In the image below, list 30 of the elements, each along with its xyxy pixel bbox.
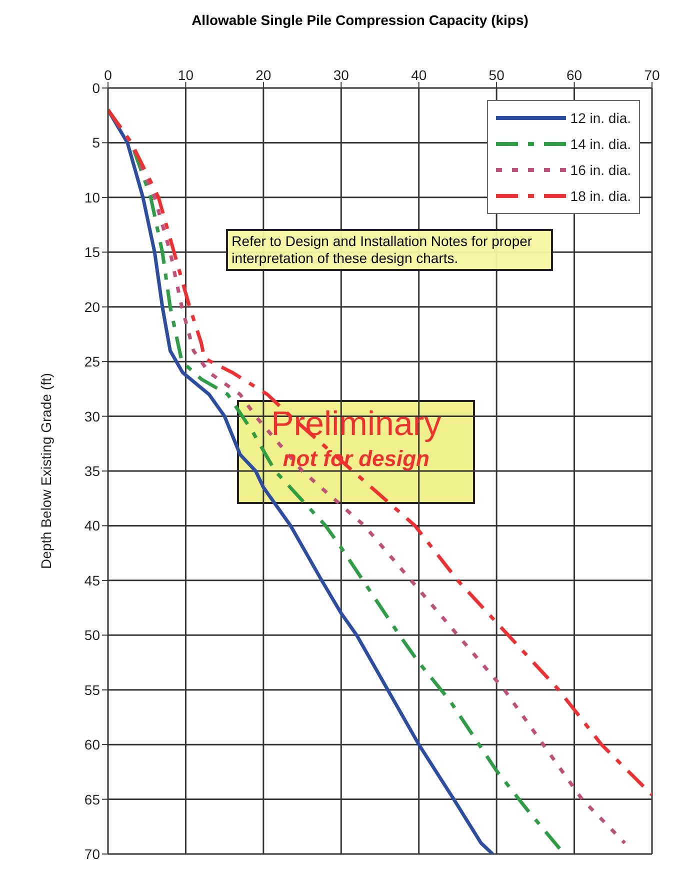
legend-label: 18 in. dia. bbox=[570, 188, 631, 204]
y-tick-label: 40 bbox=[84, 518, 100, 534]
y-tick-label: 60 bbox=[84, 736, 100, 753]
y-tick-label: 45 bbox=[84, 572, 100, 588]
legend-label: 12 in. dia. bbox=[570, 110, 631, 126]
y-tick-label: 30 bbox=[84, 408, 100, 424]
x-tick-label: 10 bbox=[178, 67, 194, 83]
y-axis-title: Depth Below Existing Grade (ft) bbox=[38, 372, 54, 570]
y-tick-label: 25 bbox=[84, 354, 100, 370]
y-tick-label: 0 bbox=[92, 80, 100, 96]
x-tick-label: 50 bbox=[488, 67, 505, 83]
legend-label: 14 in. dia. bbox=[570, 136, 631, 152]
legend-label: 16 in. dia. bbox=[570, 162, 631, 178]
y-tick-label: 65 bbox=[84, 791, 100, 808]
x-tick-label: 20 bbox=[256, 67, 272, 83]
y-tick-label: 55 bbox=[84, 682, 100, 698]
x-tick-label: 30 bbox=[333, 67, 350, 83]
x-tick-label: 0 bbox=[104, 67, 112, 83]
x-axis-title: Allowable Single Pile Compression Capacity (kips) bbox=[190, 12, 530, 28]
y-tick-label: 50 bbox=[84, 627, 100, 644]
x-tick-label: 60 bbox=[566, 67, 582, 83]
annotation: Refer to Design and Installation Notes for proper interpretation of these design charts. bbox=[226, 229, 554, 272]
y-tick-label: 35 bbox=[84, 462, 100, 479]
x-tick-label: 40 bbox=[411, 67, 427, 83]
y-tick-label: 20 bbox=[84, 298, 100, 315]
y-tick-label: 10 bbox=[84, 189, 100, 206]
x-tick-label: 70 bbox=[644, 67, 660, 83]
y-tick-label: 5 bbox=[92, 134, 100, 151]
y-tick-label: 15 bbox=[84, 244, 100, 260]
y-tick-label: 70 bbox=[84, 846, 100, 862]
